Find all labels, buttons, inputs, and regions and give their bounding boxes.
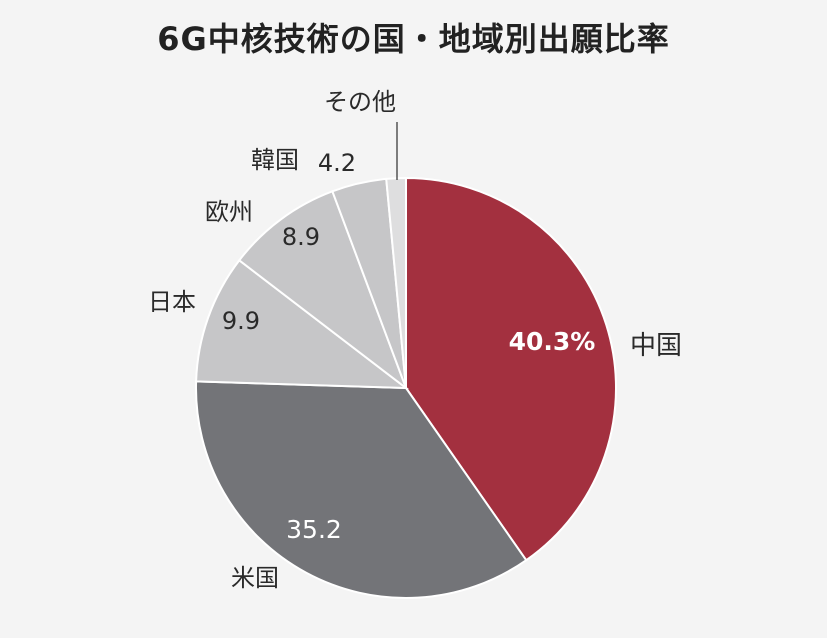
chart-title: 6G中核技術の国・地域別出願比率	[157, 20, 670, 58]
category-label-3: 欧州	[205, 198, 253, 226]
value-label-1: 35.2	[286, 515, 342, 544]
pie-slice-2	[195, 258, 410, 390]
category-label-5: その他	[324, 88, 396, 116]
value-label-2: 9.9	[222, 307, 260, 335]
category-label-2: 日本	[148, 288, 196, 316]
pie-slice-3	[237, 190, 409, 391]
category-label-1: 米国	[231, 564, 279, 592]
category-label-4: 韓国	[251, 146, 299, 174]
category-label-0: 中国	[630, 331, 682, 361]
pie-slice-5	[385, 176, 407, 389]
value-label-0: 40.3%	[509, 327, 596, 356]
value-label-4: 4.2	[318, 149, 356, 177]
value-label-3: 8.9	[282, 223, 320, 251]
pie-slice-0	[405, 176, 617, 562]
pie-slice-1	[195, 380, 528, 599]
